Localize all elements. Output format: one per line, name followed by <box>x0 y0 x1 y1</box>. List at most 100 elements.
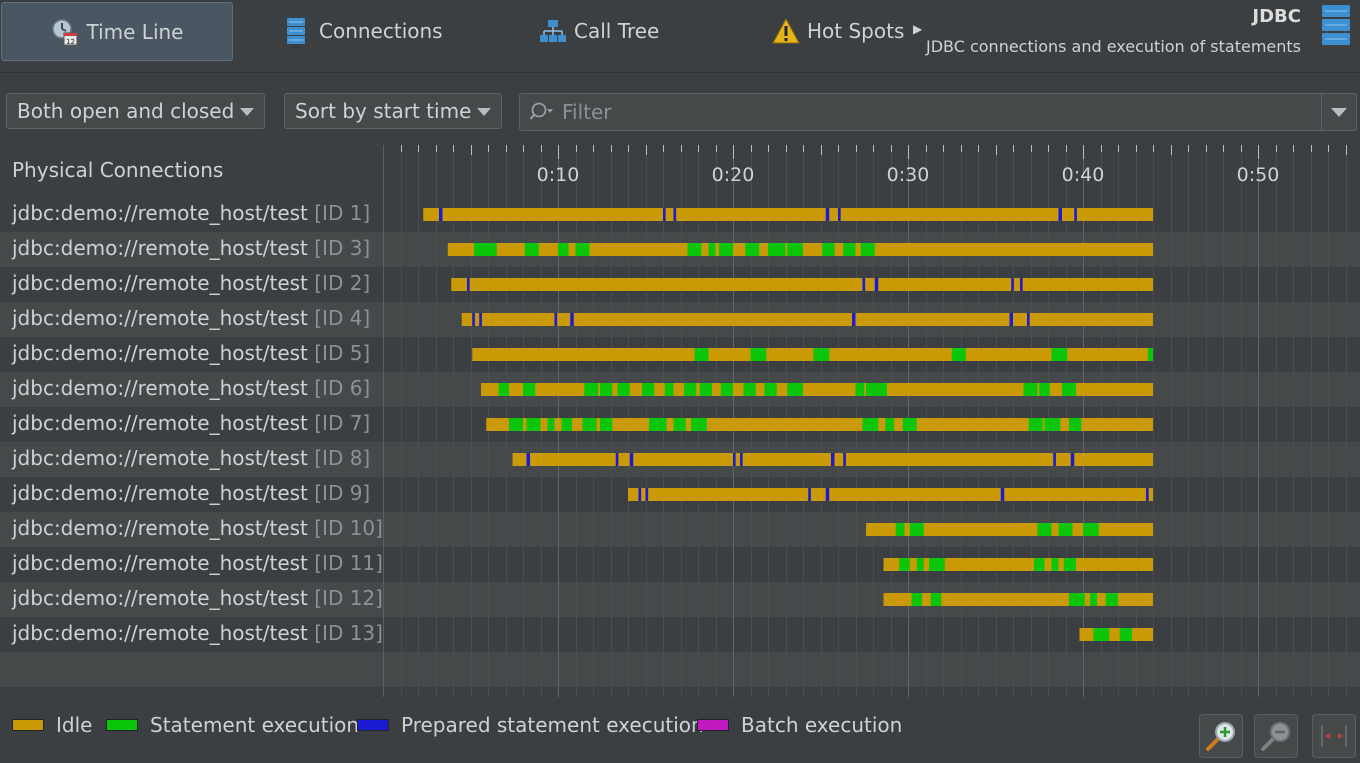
connection-label[interactable]: jdbc:demo://remote_host/test [ID 7] <box>12 411 370 435</box>
prepared-statement-segment <box>673 208 677 221</box>
zoom-in-button[interactable] <box>1199 714 1243 758</box>
connection-url: jdbc:demo://remote_host/test <box>12 306 308 330</box>
statement-execution-segment <box>916 558 924 571</box>
connection-url: jdbc:demo://remote_host/test <box>12 201 308 225</box>
tab-hot-spots[interactable]: Hot Spots <box>771 2 904 59</box>
physical-connections-heading: Physical Connections <box>12 158 224 182</box>
statement-execution-segment <box>1069 593 1085 606</box>
time-tick-label: 0:40 <box>1062 164 1105 186</box>
legend-statement-swatch <box>106 719 138 731</box>
statement-execution-segment <box>902 418 917 431</box>
open-closed-select[interactable]: Both open and closed <box>6 93 265 129</box>
connection-row <box>472 348 1153 361</box>
statement-execution-segment <box>600 418 613 431</box>
statement-execution-segment <box>1051 348 1068 361</box>
connection-url: jdbc:demo://remote_host/test <box>12 341 308 365</box>
statement-execution-segment <box>1093 628 1110 641</box>
statement-execution-segment <box>1058 523 1073 536</box>
connection-label[interactable]: jdbc:demo://remote_host/test [ID 3] <box>12 236 370 260</box>
statement-execution-segment <box>561 418 572 431</box>
connection-row <box>866 523 1153 536</box>
connection-id: [ID 13] <box>307 621 383 645</box>
connection-url: jdbc:demo://remote_host/test <box>12 411 308 435</box>
connection-id: [ID 12] <box>307 586 383 610</box>
timeline-chart[interactable]: 0:10 0:20 0:30 0:40 0:50 <box>383 145 1360 697</box>
tree-icon <box>538 17 566 45</box>
connection-label[interactable]: jdbc:demo://remote_host/test [ID 1] <box>12 201 370 225</box>
statement-execution-segment <box>862 418 879 431</box>
sort-select-value: Sort by start time <box>295 99 472 123</box>
connection-label[interactable]: jdbc:demo://remote_host/test [ID 9] <box>12 481 370 505</box>
svg-text:12: 12 <box>66 38 75 46</box>
warning-icon <box>771 17 800 45</box>
prepared-statement-segment <box>1011 278 1014 291</box>
statement-execution-segment <box>1062 383 1076 396</box>
statement-execution-segment <box>617 383 630 396</box>
connection-label[interactable]: jdbc:demo://remote_host/test [ID 5] <box>12 341 370 365</box>
connection-row <box>628 488 1153 501</box>
tab-connections[interactable]: Connections <box>283 2 443 59</box>
connection-label[interactable]: jdbc:demo://remote_host/test [ID 10] <box>12 516 383 540</box>
prepared-statement-segment <box>638 488 642 501</box>
statement-execution-segment <box>855 383 865 396</box>
legend-prepared: Prepared statement execution <box>357 713 704 737</box>
prepared-statement-segment <box>554 313 558 326</box>
idle-segment <box>628 488 1153 501</box>
time-tick-label: 0:30 <box>887 164 930 186</box>
statement-execution-segment <box>911 593 922 606</box>
statement-execution-segment <box>930 593 942 606</box>
statement-execution-segment <box>787 243 803 256</box>
statement-execution-segment <box>558 243 569 256</box>
filter-history-dropdown[interactable] <box>1321 94 1356 130</box>
fit-to-width-button[interactable] <box>1312 714 1356 758</box>
prepared-statement-segment <box>1053 453 1056 466</box>
statement-execution-segment <box>1051 558 1059 571</box>
prepared-statement-segment <box>1020 278 1023 291</box>
statement-execution-segment <box>664 383 674 396</box>
connection-row <box>451 278 1153 291</box>
chevron-right-icon[interactable]: ▶ <box>913 22 923 36</box>
idle-segment <box>883 558 1153 571</box>
idle-segment <box>461 313 1153 326</box>
connection-label[interactable]: jdbc:demo://remote_host/test [ID 2] <box>12 271 370 295</box>
connection-label[interactable]: jdbc:demo://remote_host/test [ID 12] <box>12 586 383 610</box>
view-subtitle: JDBC connections and execution of statem… <box>925 37 1301 56</box>
prepared-statement-segment <box>808 488 811 501</box>
sort-select[interactable]: Sort by start time <box>284 93 502 129</box>
connection-label[interactable]: jdbc:demo://remote_host/test [ID 11] <box>12 551 383 575</box>
statement-execution-segment <box>1069 418 1082 431</box>
statement-execution-segment <box>1037 523 1052 536</box>
search-icon[interactable] <box>529 101 556 123</box>
tab-call-tree[interactable]: Call Tree <box>538 2 659 59</box>
zoom-out-icon <box>1261 722 1290 751</box>
chevron-down-icon <box>240 108 254 116</box>
connection-label[interactable]: jdbc:demo://remote_host/test [ID 6] <box>12 376 370 400</box>
legend-batch-swatch <box>697 719 729 731</box>
prepared-statement-segment <box>740 453 743 466</box>
zoom-out-button[interactable] <box>1254 714 1298 758</box>
prepared-statement-segment <box>1000 488 1005 501</box>
connection-label[interactable]: jdbc:demo://remote_host/test [ID 8] <box>12 446 370 470</box>
tab-time-line[interactable]: 12 Time Line <box>1 2 233 61</box>
connection-label[interactable]: jdbc:demo://remote_host/test [ID 4] <box>12 306 370 330</box>
prepared-statement-segment <box>862 278 866 291</box>
statement-execution-segment <box>575 243 590 256</box>
connection-url: jdbc:demo://remote_host/test <box>12 271 308 295</box>
prepared-statement-segment <box>843 453 846 466</box>
idle-segment <box>866 523 1153 536</box>
connection-label[interactable]: jdbc:demo://remote_host/test [ID 13] <box>12 621 383 645</box>
prepared-statement-segment <box>1058 208 1062 221</box>
statement-execution-segment <box>642 383 655 396</box>
prepared-statement-segment <box>629 453 634 466</box>
connection-row <box>481 383 1153 396</box>
prepared-statement-segment <box>439 208 443 221</box>
view-title: JDBC <box>1252 6 1301 27</box>
connection-row <box>883 558 1153 571</box>
idle-segment <box>472 348 1153 361</box>
statement-execution-segment <box>523 383 536 396</box>
filter-input[interactable] <box>560 97 1304 127</box>
prepared-statement-segment <box>825 488 830 501</box>
statement-execution-segment <box>498 383 509 396</box>
legend-idle-label: Idle <box>56 713 93 737</box>
prepared-statement-segment <box>874 278 879 291</box>
